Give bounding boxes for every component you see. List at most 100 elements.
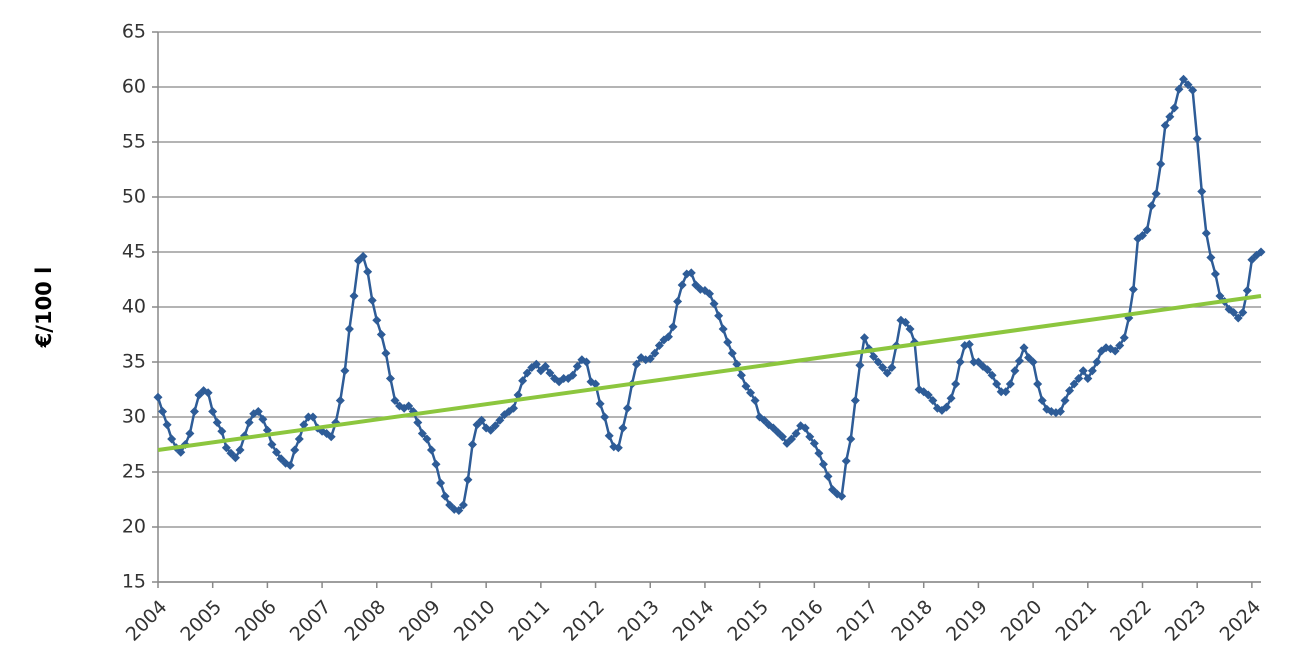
- data-point: [513, 390, 523, 400]
- data-point: [723, 337, 733, 347]
- data-point: [235, 445, 245, 455]
- data-point: [983, 365, 993, 375]
- data-point: [1128, 284, 1138, 294]
- data-point: [436, 478, 446, 488]
- data-point: [677, 280, 687, 290]
- data-point: [1137, 231, 1147, 240]
- data-point: [367, 295, 377, 305]
- data-point: [426, 445, 436, 455]
- data-point: [1110, 346, 1120, 356]
- data-point: [1092, 357, 1102, 367]
- y-axis-label: €/100 l: [32, 267, 56, 349]
- data-point: [463, 475, 473, 485]
- data-point: [385, 374, 395, 383]
- data-point: [777, 432, 787, 442]
- data-point: [663, 332, 673, 342]
- data-point: [581, 357, 591, 367]
- data-point: [736, 370, 746, 380]
- data-point: [1165, 112, 1175, 122]
- data-point: [750, 396, 760, 405]
- data-point: [837, 491, 847, 501]
- data-point: [654, 341, 664, 350]
- data-point: [1206, 253, 1216, 262]
- data-point: [258, 414, 268, 424]
- data-point: [882, 368, 892, 378]
- data-point: [992, 379, 1002, 389]
- data-point: [942, 402, 952, 412]
- x-tick-label: 2009: [395, 596, 445, 646]
- data-point: [741, 381, 751, 391]
- x-tick-label: 2012: [559, 596, 609, 646]
- data-point: [495, 415, 505, 425]
- data-point: [1060, 396, 1070, 405]
- data-point: [1201, 228, 1211, 238]
- data-point: [887, 363, 897, 372]
- data-point: [230, 453, 240, 463]
- data-point: [1147, 201, 1157, 211]
- y-tick-label: 50: [122, 186, 146, 208]
- data-point: [1055, 407, 1065, 416]
- data-point: [253, 407, 263, 416]
- data-point: [1156, 159, 1166, 169]
- data-point: [1229, 308, 1239, 317]
- data-point: [1033, 379, 1043, 389]
- data-point: [372, 315, 382, 325]
- data-point: [732, 359, 742, 369]
- x-tick-label: 2017: [833, 596, 883, 646]
- data-point: [162, 420, 172, 430]
- data-point: [591, 379, 601, 389]
- data-point: [490, 421, 500, 431]
- data-point: [290, 445, 300, 455]
- data-point: [531, 359, 541, 369]
- data-point: [422, 434, 432, 444]
- data-point: [1210, 269, 1220, 279]
- data-point: [349, 291, 359, 301]
- data-point: [572, 361, 582, 371]
- data-point: [1087, 366, 1097, 376]
- data-point: [1233, 313, 1243, 323]
- data-point: [363, 267, 373, 277]
- data-point: [1037, 396, 1047, 405]
- data-point: [718, 324, 728, 334]
- data-point: [1019, 343, 1029, 353]
- data-point: [964, 339, 974, 349]
- data-point: [1192, 134, 1202, 144]
- data-point: [800, 423, 810, 433]
- data-point: [167, 434, 177, 444]
- data-point: [951, 379, 961, 389]
- data-point: [545, 368, 555, 378]
- data-point: [335, 396, 345, 405]
- data-point: [449, 504, 459, 514]
- y-tick-label: 65: [122, 21, 146, 43]
- data-point: [326, 432, 336, 442]
- y-tick-label: 55: [122, 131, 146, 153]
- data-point: [727, 348, 737, 358]
- data-point: [987, 370, 997, 380]
- x-tick-label: 2023: [1161, 596, 1211, 646]
- data-point: [632, 359, 642, 369]
- y-tick-label: 45: [122, 241, 146, 263]
- y-tick-label: 35: [122, 351, 146, 373]
- data-point: [873, 357, 883, 367]
- data-point: [477, 415, 487, 425]
- data-point: [440, 491, 450, 501]
- data-point: [841, 456, 851, 466]
- data-point: [809, 438, 819, 448]
- x-tick-label: 2014: [669, 596, 719, 646]
- data-point: [969, 357, 979, 367]
- data-point: [176, 447, 186, 457]
- data-point: [791, 429, 801, 438]
- data-point: [208, 407, 218, 416]
- y-tick-label: 60: [122, 76, 146, 98]
- data-point: [404, 401, 414, 411]
- x-tick-label: 2019: [942, 596, 992, 646]
- data-point: [540, 361, 550, 371]
- x-tick-label: 2020: [997, 596, 1047, 646]
- data-point: [559, 374, 569, 383]
- data-point: [189, 407, 199, 416]
- data-point: [1078, 366, 1088, 376]
- data-point: [272, 447, 282, 457]
- data-point: [714, 311, 724, 321]
- data-point: [705, 289, 714, 299]
